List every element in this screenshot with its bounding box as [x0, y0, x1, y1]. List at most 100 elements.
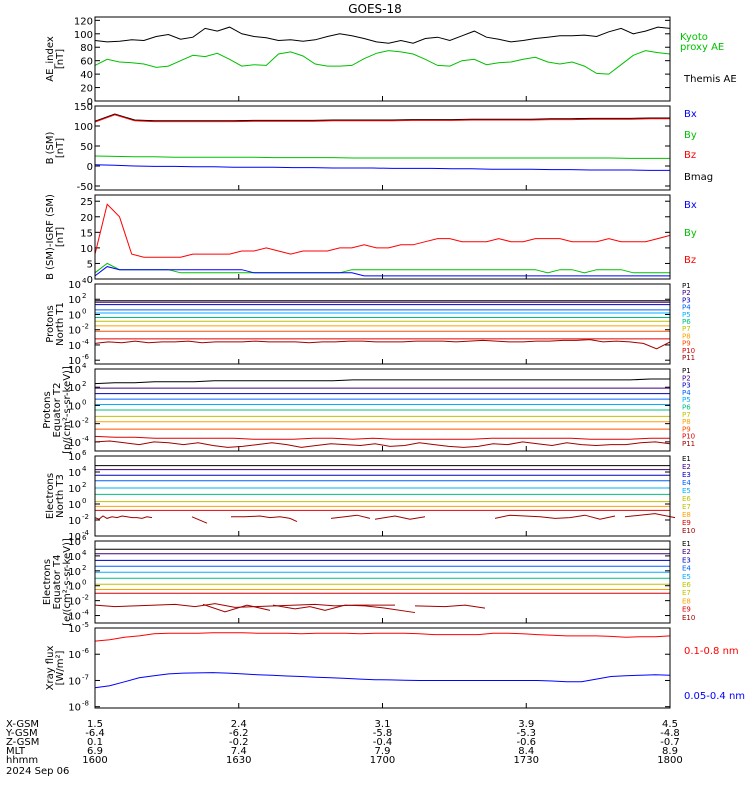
legend-entry: By [684, 228, 697, 239]
legend-entry: P8 [682, 418, 691, 426]
legend-entry: P9 [682, 340, 691, 348]
y-tick-exponent: -2 [82, 417, 89, 425]
series-ee-9-segment [202, 603, 271, 613]
y-tick-exponent: -4 [82, 609, 90, 617]
y-tick-label: 10 [68, 356, 81, 367]
x-axis-row-label: hhmm [6, 755, 38, 766]
legend-entry: 0.05-0.4 nm [684, 691, 745, 702]
series-pn-10 [94, 339, 671, 350]
x-axis-row-label: Z-GSM [6, 737, 39, 748]
legend-entry: E5 [682, 487, 691, 495]
y-tick-label: 10 [68, 552, 81, 563]
y-tick-label: 0 [87, 275, 93, 286]
y-tick-label: 10 [68, 703, 81, 714]
y-tick-exponent: -5 [82, 621, 89, 629]
y-tick-label: 25 [80, 197, 93, 208]
x-axis-value: 1600 [82, 755, 107, 766]
y-tick-label: 10 [68, 310, 81, 321]
legend-entry: P4 [682, 389, 691, 397]
legend-entry: Bz [684, 255, 696, 266]
y-tick-label: 5 [87, 259, 93, 270]
series-en-9-segment [94, 515, 153, 520]
series-bsm-1 [94, 114, 670, 123]
y-axis-label: [p/(cm²-s-sr-keV)] [62, 366, 73, 454]
series-en-9-segment [374, 515, 426, 520]
legend-entry: Bx [684, 109, 697, 120]
y-axis-label: Xray flux [45, 646, 56, 691]
legend-entry: P1 [682, 367, 691, 375]
legend-entry: P5 [682, 396, 691, 404]
legend-entry: P3 [682, 296, 691, 304]
legend-entry: E7 [682, 503, 691, 511]
legend-entry: Bmag [684, 172, 713, 183]
y-tick-label: 10 [68, 567, 81, 578]
series-ae-0 [94, 26, 671, 44]
legend-entry: E7 [682, 589, 691, 597]
y-tick-label: 0 [87, 97, 93, 108]
figure-title: GOES-18 [348, 2, 402, 16]
series-bdiff-1 [94, 262, 670, 274]
y-tick-label: 10 [68, 484, 81, 495]
y-tick-label: 10 [68, 532, 81, 543]
series-en-9-segment [494, 514, 616, 520]
legend-entry: E1 [682, 540, 691, 548]
y-tick-label: 10 [68, 326, 81, 337]
y-tick-exponent: 2 [82, 380, 86, 388]
series-pe-0 [94, 378, 670, 385]
x-axis-value: -0.4 [373, 737, 393, 748]
legend-entry: E2 [682, 463, 691, 471]
legend-entry: E4 [682, 565, 691, 573]
panel-frame [94, 368, 671, 452]
legend-entry: P11 [682, 440, 695, 448]
y-tick-exponent: -7 [82, 673, 89, 681]
y-tick-label: 80 [80, 43, 93, 54]
y-tick-label: 15 [80, 228, 93, 239]
legend-entry: 0.1-0.8 nm [684, 646, 739, 657]
y-axis-label: [nT] [55, 138, 66, 158]
x-axis-value: 1700 [370, 755, 395, 766]
y-tick-exponent: -8 [82, 700, 89, 708]
x-axis-value: 4.5 [662, 719, 678, 730]
y-tick-label: 10 [68, 468, 81, 479]
x-axis-value: -0.6 [516, 737, 536, 748]
legend-entry: P9 [682, 425, 691, 433]
legend-entry: E8 [682, 597, 691, 605]
series-en-9-segment [330, 514, 371, 519]
series-en-9-segment [624, 513, 676, 519]
series-bdiff-2 [94, 266, 670, 277]
y-axis-label: Electrons [42, 559, 53, 605]
x-axis-value: 3.9 [518, 719, 534, 730]
y-axis-label: North T1 [55, 302, 66, 346]
y-axis-label: B (SM) [45, 131, 56, 164]
legend-entry: P8 [682, 332, 691, 340]
legend-entry: By [684, 130, 697, 141]
y-tick-label: 10 [68, 341, 81, 352]
y-tick-exponent: 6 [82, 449, 87, 457]
y-tick-label: 10 [68, 516, 81, 527]
date-label: 2024 Sep 06 [6, 766, 69, 777]
panel-frame [94, 283, 671, 365]
legend-entry: E9 [682, 606, 691, 614]
y-tick-exponent: 4 [82, 277, 87, 285]
panel-frame [94, 105, 671, 191]
y-tick-label: 100 [74, 30, 93, 41]
series-bsm-0 [94, 113, 670, 122]
legend-entry: P2 [682, 374, 691, 382]
y-tick-exponent: 4 [82, 549, 87, 557]
x-axis-row-label: Y-GSM [5, 728, 38, 739]
legend-entry: E9 [682, 519, 691, 527]
legend-entry: E3 [682, 471, 691, 479]
legend-entry: proxy AE [680, 42, 724, 53]
y-tick-exponent: 0 [82, 398, 86, 406]
y-tick-exponent: 0 [82, 497, 86, 505]
series-en-9-segment [191, 516, 208, 524]
y-tick-label: 40 [80, 70, 93, 81]
y-tick-exponent: -4 [82, 435, 90, 443]
series-bsm-3 [94, 164, 670, 171]
y-tick-exponent: -6 [82, 353, 90, 361]
y-tick-exponent: 2 [82, 564, 86, 572]
legend-entry: E10 [682, 527, 695, 535]
legend-entry: E8 [682, 511, 691, 519]
